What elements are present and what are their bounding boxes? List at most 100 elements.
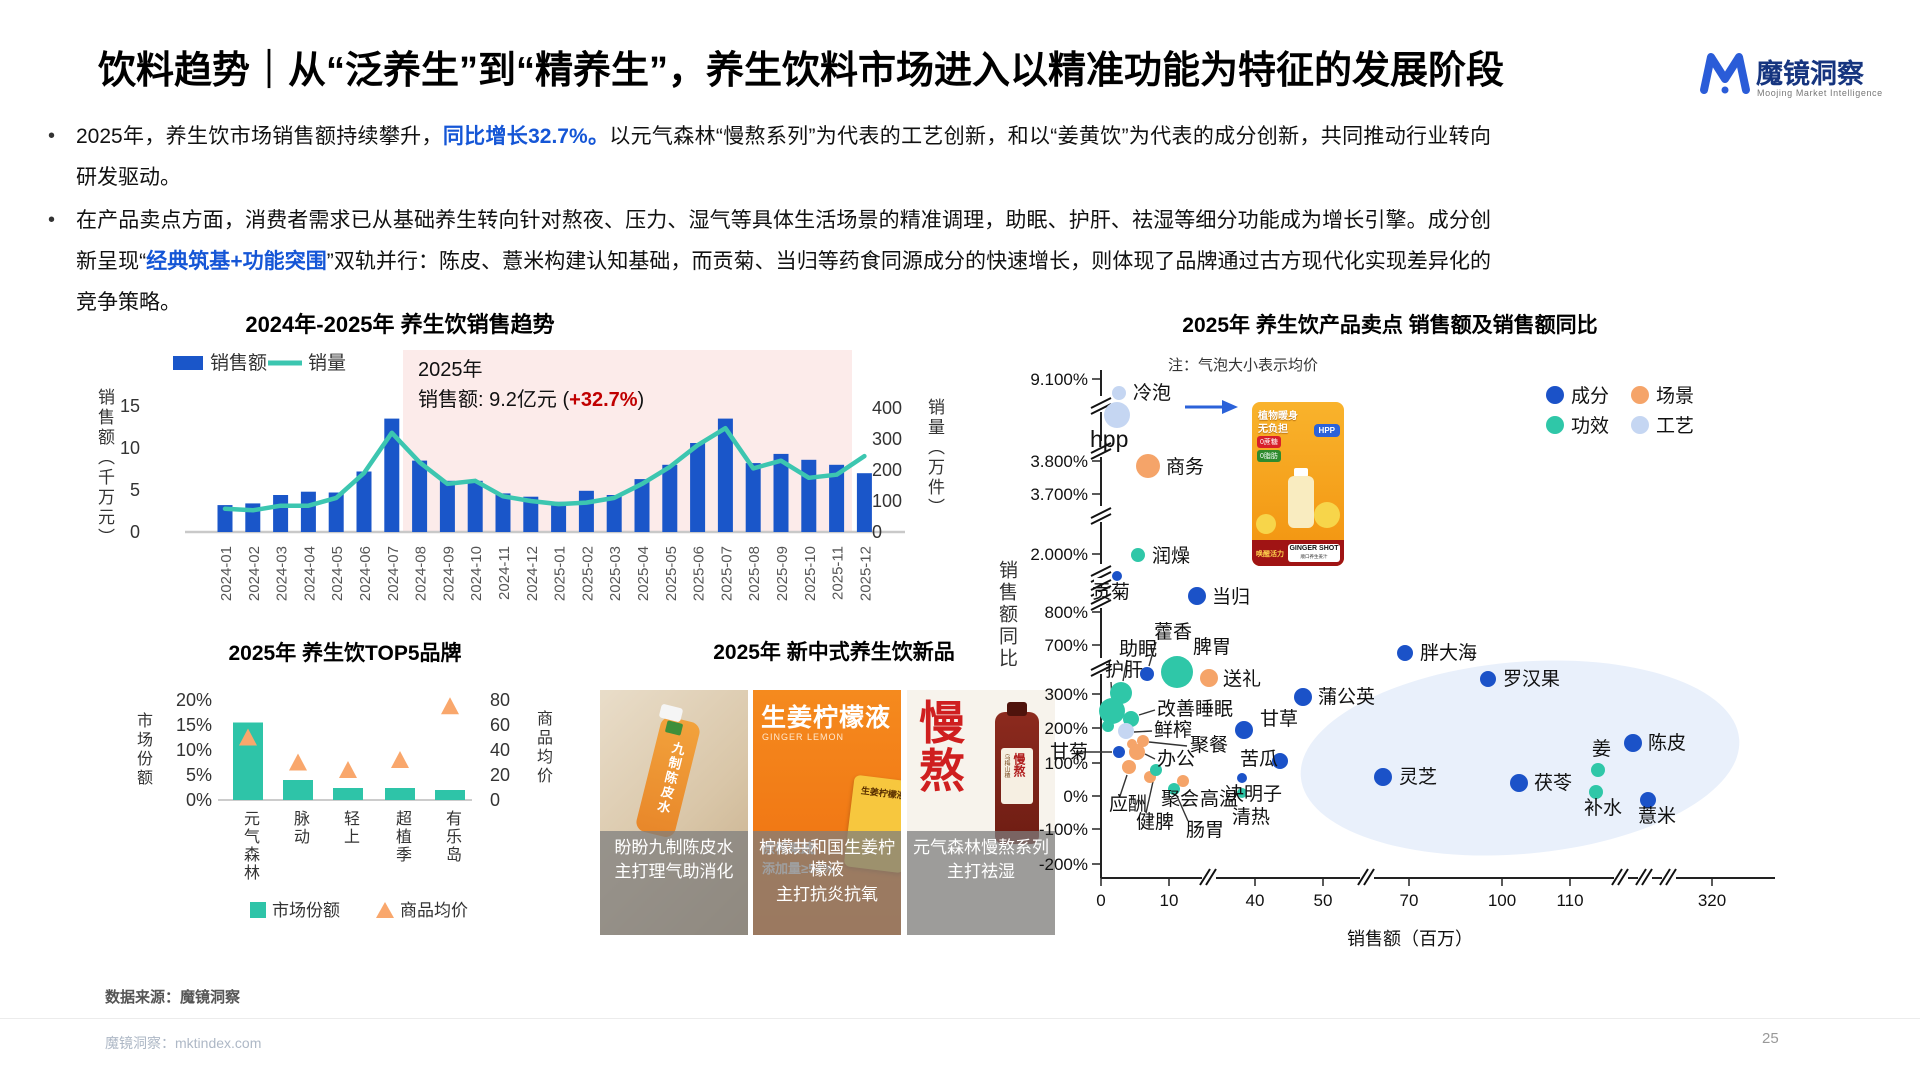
price-marker-脉动	[289, 753, 307, 771]
product-card-manao: 慢熬 慢熬 乌梅山楂 元气森林慢熬系列 主打祛湿	[907, 690, 1055, 935]
product-card-chenpi: 九制陈皮水 盼盼九制陈皮水 主打理气助消化	[600, 690, 748, 935]
banner-left-text: 唤醒活力	[1256, 551, 1284, 558]
bar-2024-01	[217, 505, 233, 532]
product-claim: 主打祛湿	[947, 862, 1015, 882]
svg-text:2024-11: 2024-11	[496, 546, 513, 600]
svg-text:700%: 700%	[1045, 636, 1088, 655]
chart-title: 2024年-2025年 养生饮销售趋势	[245, 312, 554, 337]
svg-text:2025-10: 2025-10	[802, 546, 819, 601]
point-label-蒲公英: 蒲公英	[1318, 686, 1375, 708]
lemon-graphic	[1256, 514, 1276, 534]
chart-title: 2025年 养生饮产品卖点 销售额及销售额同比	[1182, 313, 1597, 337]
product-name: 盼盼九制陈皮水	[614, 838, 734, 857]
scatter-chart-canvas: 2025年 养生饮产品卖点 销售额及销售额同比 注：气泡大小表示均价 成分 场景 功效 工…	[980, 300, 1850, 985]
bottle-cap	[1007, 702, 1027, 716]
point-甘草	[1235, 721, 1253, 739]
top5-yaxis-right-title: 商品均价	[534, 710, 551, 786]
point-label-罗汉果: 罗汉果	[1503, 668, 1560, 690]
scatter-yaxis-title: 销售额同比	[996, 560, 1017, 670]
svg-text:320: 320	[1698, 891, 1726, 910]
svg-text:300%: 300%	[1045, 685, 1088, 704]
point-改善睡眠	[1123, 711, 1139, 727]
svg-text:2024-02: 2024-02	[246, 546, 263, 601]
svg-text:2025-11: 2025-11	[830, 546, 847, 600]
legend-功效-label: 功效	[1571, 415, 1609, 437]
legend-成分-swatch	[1546, 386, 1564, 404]
svg-text:2024-05: 2024-05	[329, 546, 346, 601]
point-label-姜: 姜	[1592, 738, 1611, 760]
annotation-value: 销售额: 9.2亿元 (+32.7%)	[418, 388, 644, 411]
point-润燥	[1131, 548, 1145, 562]
moojing-m-icon	[1700, 53, 1750, 94]
point-label-补水: 补水	[1584, 797, 1622, 819]
point-姜	[1591, 763, 1605, 777]
svg-text:2.000%: 2.000%	[1030, 545, 1088, 564]
new-products-title: 2025年 新中式养生饮新品	[713, 641, 955, 664]
point-应酬	[1122, 760, 1136, 774]
svg-text:-100%: -100%	[1039, 820, 1088, 839]
svg-text:110: 110	[1556, 891, 1583, 910]
point-肠胃	[1168, 783, 1180, 795]
point-商务	[1136, 454, 1160, 478]
lemon-graphic	[1314, 502, 1340, 528]
new-products-panel: 九制陈皮水 盼盼九制陈皮水 主打理气助消化 生姜柠檬液 GINGER LEMON…	[600, 635, 1068, 935]
point-label-办公: 办公	[1157, 748, 1195, 770]
point-label-贡菊: 贡菊	[1092, 581, 1130, 603]
legend-场景-label: 场景	[1656, 385, 1694, 407]
bar-2024-08	[412, 460, 428, 532]
point-送礼	[1200, 669, 1218, 687]
svg-text:15%: 15%	[176, 715, 212, 735]
svg-text:2024-08: 2024-08	[413, 546, 430, 601]
point-护肝	[1099, 698, 1125, 724]
bottle-cap	[1294, 468, 1308, 477]
brand-logo: 魔镜洞察 Moojing Market Intelligence	[1698, 48, 1898, 103]
bar-2025-02	[578, 490, 594, 532]
bar-2025-11	[829, 464, 845, 532]
svg-text:200: 200	[872, 460, 902, 480]
point-清热	[1237, 788, 1247, 798]
annotation-year: 2025年	[418, 358, 483, 381]
point-hpp	[1104, 402, 1130, 428]
svg-text:2025-12: 2025-12	[857, 546, 874, 601]
brand-chip	[664, 720, 684, 736]
svg-text:2025-02: 2025-02	[579, 546, 596, 601]
top5-chart: 2025年 养生饮TOP5品牌 0% 5% 10% 15% 20% 0 20 40 60 80 市场份…	[100, 640, 620, 960]
svg-text:0: 0	[490, 790, 500, 810]
bar-2025-06	[690, 443, 706, 532]
pack-headline: 生姜柠檬液	[761, 704, 892, 732]
point-陈皮	[1624, 734, 1642, 752]
point-label-改善睡眠: 改善睡眠	[1157, 698, 1233, 720]
svg-text:20%: 20%	[176, 690, 212, 710]
svg-text:20: 20	[490, 765, 510, 785]
svg-text:3.800%: 3.800%	[1030, 452, 1088, 471]
site-link[interactable]: mktindex.com	[175, 1035, 262, 1051]
svg-text:800%: 800%	[1045, 603, 1088, 622]
svg-text:10: 10	[1160, 891, 1179, 910]
svg-text:0%: 0%	[1063, 787, 1088, 806]
bullet-item: • 在产品卖点方面，消费者需求已从基础养生转向针对熬夜、压力、湿气等具体生活场景…	[48, 200, 1518, 323]
data-source-note: 数据来源：魔镜洞察	[105, 989, 241, 1006]
legend-功效-swatch	[1546, 416, 1564, 434]
bar-2024-09	[439, 480, 455, 532]
point-甘菊	[1113, 746, 1125, 758]
top5-yaxis-left-title: 市场份额	[134, 712, 151, 788]
svg-text:5: 5	[130, 480, 140, 500]
highlight-strategy: 经典筑基+功能突围	[146, 250, 327, 273]
svg-text:2024-12: 2024-12	[524, 546, 541, 601]
price-marker-超植季	[391, 751, 409, 768]
bar-2024-04	[300, 491, 316, 532]
point-label-决明子: 决明子	[1225, 783, 1282, 805]
svg-text:2025-08: 2025-08	[746, 546, 763, 601]
bullet-item: • 2025年，养生饮市场销售额持续攀升，同比增长32.7%。以元气森林“慢熬系…	[48, 116, 1518, 198]
trend-yaxis-right-title: 销量（万件）	[925, 398, 944, 518]
pack-subtitle: GINGER LEMON	[762, 732, 845, 742]
legend-price-label: 商品均价	[400, 901, 468, 920]
trend-yaxis-left-title: 销售额（千万元）	[95, 388, 114, 548]
bar-2025-09	[773, 453, 789, 532]
price-marker-轻上	[339, 761, 357, 778]
summary-bullets: • 2025年，养生饮市场销售额持续攀升，同比增长32.7%。以元气森林“慢熬系…	[48, 116, 1518, 325]
bar-2024-11	[495, 493, 511, 532]
svg-text:40: 40	[1246, 891, 1265, 910]
svg-text:60: 60	[490, 715, 510, 735]
